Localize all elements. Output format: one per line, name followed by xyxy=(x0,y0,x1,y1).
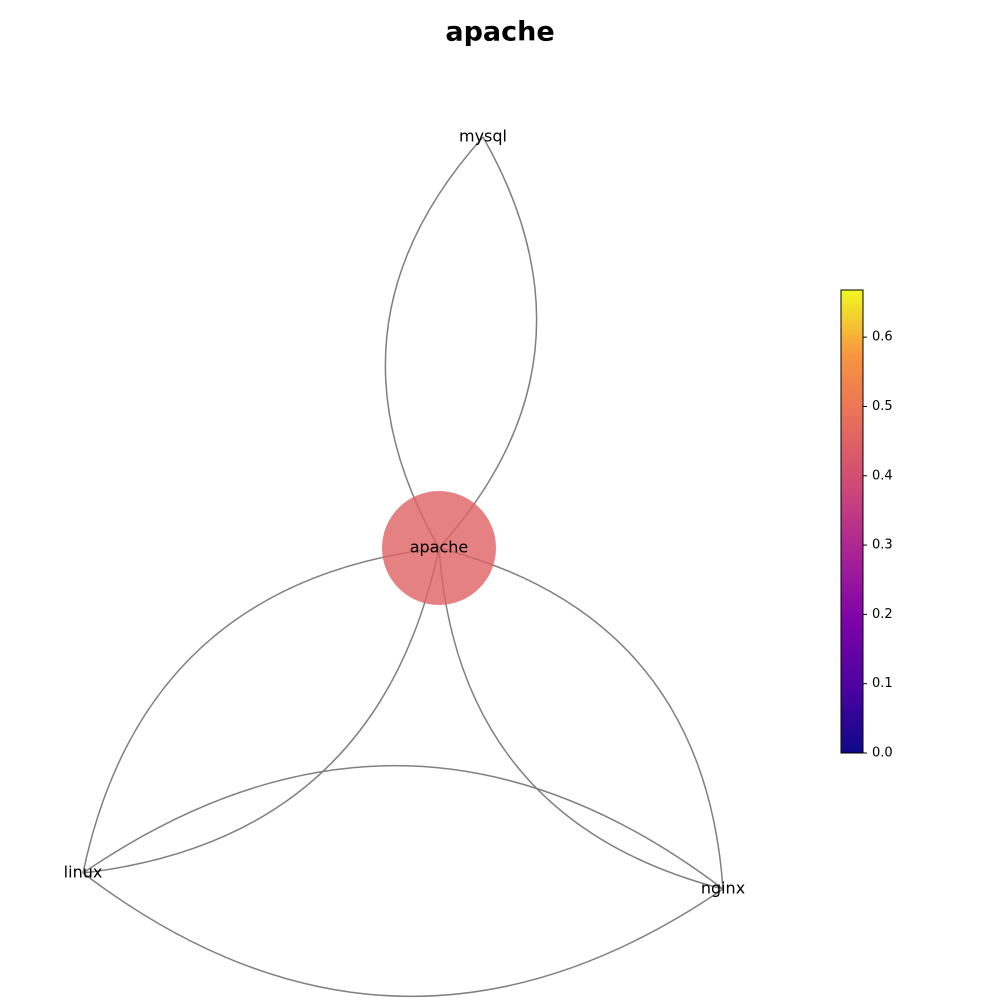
colorbar-tick-label: 0.6 xyxy=(872,330,893,345)
edge xyxy=(82,872,724,997)
node-label: linux xyxy=(64,863,103,882)
node xyxy=(382,491,496,605)
colorbar xyxy=(840,289,864,754)
edge xyxy=(384,136,484,549)
colorbar-tick-label: 0.1 xyxy=(872,676,893,691)
edge xyxy=(82,547,440,874)
node-label: mysql xyxy=(459,127,507,146)
node-label: apache xyxy=(410,538,469,557)
colorbar-tick-label: 0.2 xyxy=(872,607,893,622)
edge xyxy=(438,547,724,890)
colorbar-tick-label: 0.0 xyxy=(872,746,893,761)
colorbar-tick-label: 0.4 xyxy=(872,468,893,483)
edge xyxy=(438,136,538,549)
colorbar-tick-label: 0.3 xyxy=(872,538,893,553)
colorbar-tick-label: 0.5 xyxy=(872,399,893,414)
edge xyxy=(82,547,440,874)
edge xyxy=(438,547,724,890)
node-label: nginx xyxy=(701,879,745,898)
edge xyxy=(82,765,724,890)
chart-title: apache xyxy=(445,17,554,48)
